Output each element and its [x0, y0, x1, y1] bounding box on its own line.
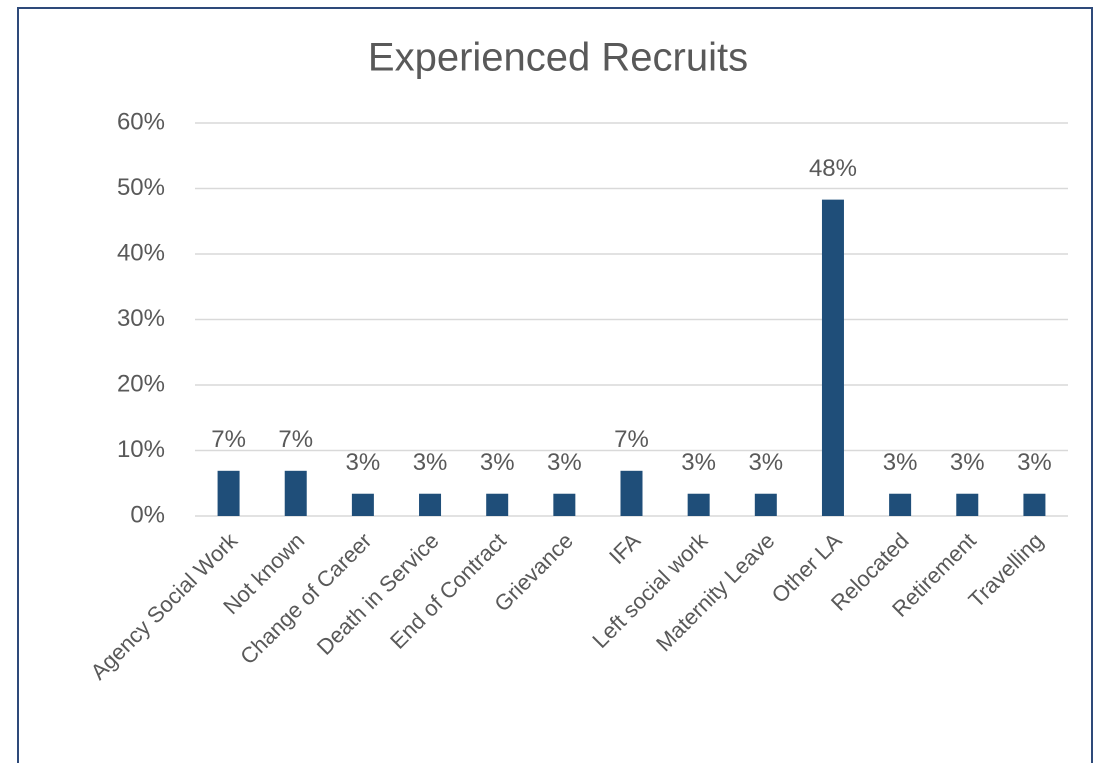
data-label: 7%	[211, 426, 246, 453]
bar	[687, 493, 710, 516]
data-label: 48%	[809, 155, 857, 182]
bar	[620, 470, 643, 516]
y-tick-label: 10%	[117, 436, 165, 463]
data-label: 3%	[1017, 449, 1052, 476]
y-tick-label: 50%	[117, 174, 165, 201]
data-label: 3%	[883, 449, 918, 476]
y-tick-label: 0%	[130, 501, 165, 528]
bar	[889, 493, 912, 516]
y-tick-label: 20%	[117, 370, 165, 397]
y-tick-label: 60%	[117, 108, 165, 135]
data-label: 7%	[278, 426, 313, 453]
bar	[1023, 493, 1046, 516]
data-label: 3%	[950, 449, 985, 476]
bar	[821, 199, 844, 516]
bar	[486, 493, 509, 516]
y-tick-label: 40%	[117, 239, 165, 266]
bar	[351, 493, 374, 516]
data-label: 3%	[681, 449, 716, 476]
bar	[956, 493, 979, 516]
data-label: 3%	[413, 449, 448, 476]
bar	[217, 470, 240, 516]
y-tick-label: 30%	[117, 305, 165, 332]
chart-title: Experienced Recruits	[368, 36, 748, 80]
data-label: 3%	[346, 449, 381, 476]
data-label: 3%	[480, 449, 515, 476]
bar	[419, 493, 442, 516]
chart-frame	[17, 7, 1093, 768]
bar	[553, 493, 576, 516]
bar	[754, 493, 777, 516]
data-label: 7%	[614, 426, 649, 453]
bar	[284, 470, 307, 516]
data-label: 3%	[748, 449, 783, 476]
data-label: 3%	[547, 449, 582, 476]
